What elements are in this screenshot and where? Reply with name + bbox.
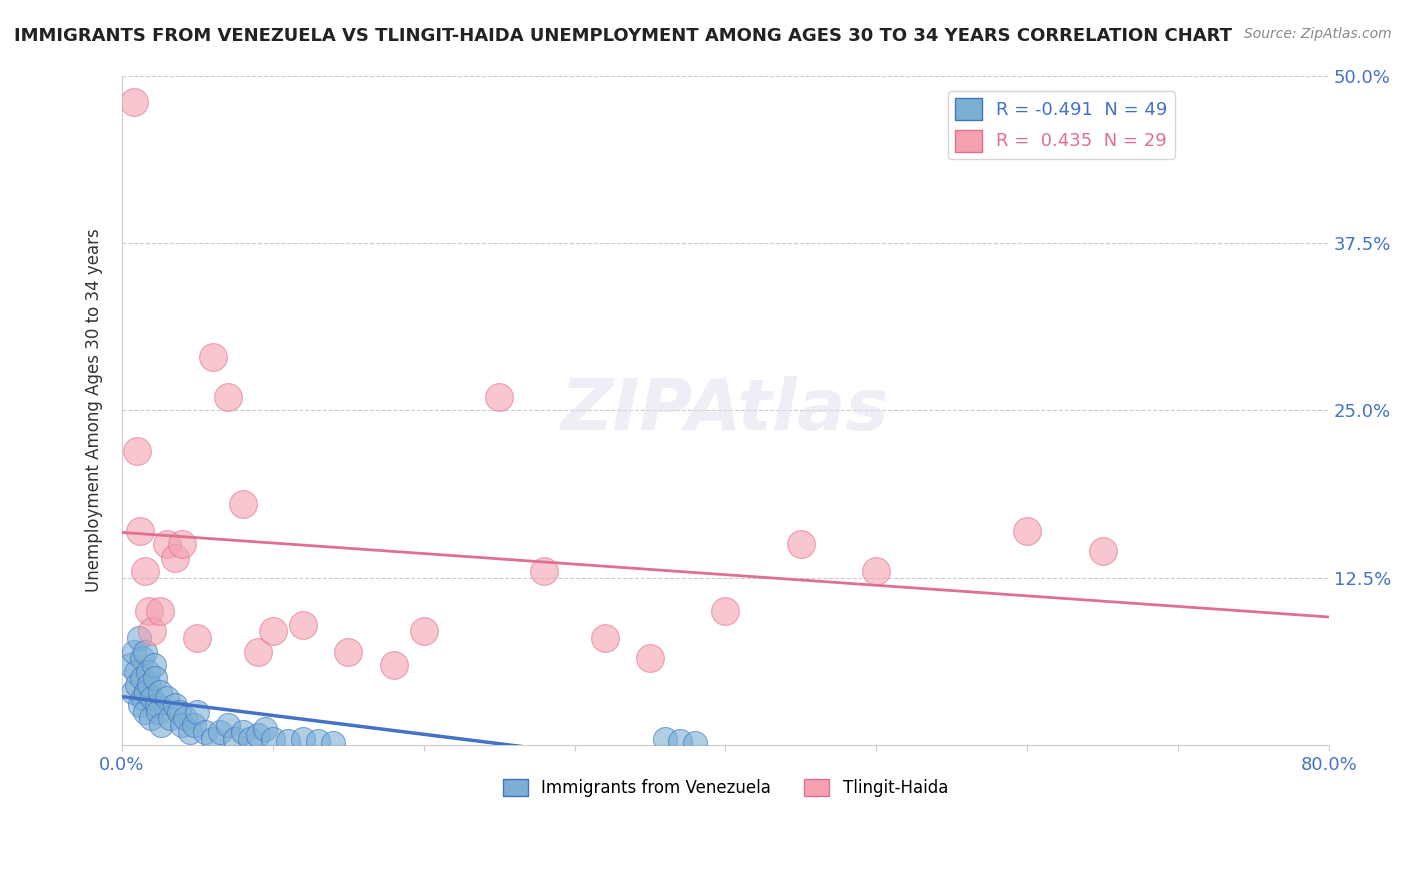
Point bbox=[127, 678, 149, 692]
Point bbox=[163, 698, 186, 712]
Point bbox=[1091, 544, 1114, 558]
Point bbox=[246, 644, 269, 658]
Point bbox=[118, 657, 141, 672]
Point bbox=[638, 651, 661, 665]
Point bbox=[262, 731, 284, 746]
Point bbox=[141, 624, 163, 639]
Point bbox=[865, 564, 887, 578]
Point bbox=[159, 711, 181, 725]
Point bbox=[149, 604, 172, 618]
Point bbox=[138, 678, 160, 692]
Point bbox=[163, 550, 186, 565]
Point bbox=[134, 705, 156, 719]
Point bbox=[129, 698, 152, 712]
Point bbox=[292, 617, 315, 632]
Point bbox=[134, 644, 156, 658]
Point bbox=[669, 734, 692, 748]
Point bbox=[217, 718, 239, 732]
Point bbox=[148, 705, 170, 719]
Point bbox=[142, 657, 165, 672]
Point bbox=[183, 718, 205, 732]
Point bbox=[186, 631, 208, 645]
Point bbox=[172, 537, 194, 551]
Point bbox=[714, 604, 737, 618]
Text: Source: ZipAtlas.com: Source: ZipAtlas.com bbox=[1244, 27, 1392, 41]
Point bbox=[179, 725, 201, 739]
Point bbox=[122, 95, 145, 110]
Point bbox=[201, 350, 224, 364]
Point bbox=[174, 711, 197, 725]
Legend: Immigrants from Venezuela, Tlingit-Haida: Immigrants from Venezuela, Tlingit-Haida bbox=[496, 772, 955, 804]
Point bbox=[224, 731, 246, 746]
Point bbox=[322, 736, 344, 750]
Point bbox=[246, 728, 269, 742]
Y-axis label: Unemployment Among Ages 30 to 34 years: Unemployment Among Ages 30 to 34 years bbox=[86, 228, 103, 592]
Point bbox=[156, 537, 179, 551]
Point bbox=[135, 684, 157, 698]
Point bbox=[593, 631, 616, 645]
Point bbox=[143, 671, 166, 685]
Point bbox=[262, 624, 284, 639]
Point bbox=[194, 725, 217, 739]
Point bbox=[145, 698, 167, 712]
Point bbox=[134, 564, 156, 578]
Point bbox=[683, 736, 706, 750]
Point bbox=[337, 644, 360, 658]
Point bbox=[172, 718, 194, 732]
Point bbox=[292, 731, 315, 746]
Point bbox=[209, 725, 232, 739]
Point bbox=[150, 718, 173, 732]
Point bbox=[382, 657, 405, 672]
Point bbox=[254, 723, 277, 737]
Point bbox=[1017, 524, 1039, 538]
Point bbox=[156, 691, 179, 706]
Point bbox=[307, 734, 329, 748]
Point bbox=[138, 604, 160, 618]
Point bbox=[149, 684, 172, 698]
Point bbox=[232, 725, 254, 739]
Point bbox=[141, 691, 163, 706]
Point bbox=[128, 631, 150, 645]
Point bbox=[121, 684, 143, 698]
Text: ZIPAtlas: ZIPAtlas bbox=[561, 376, 890, 445]
Point bbox=[131, 651, 153, 665]
Point bbox=[790, 537, 813, 551]
Point bbox=[201, 731, 224, 746]
Point bbox=[129, 524, 152, 538]
Point bbox=[412, 624, 434, 639]
Text: IMMIGRANTS FROM VENEZUELA VS TLINGIT-HAIDA UNEMPLOYMENT AMONG AGES 30 TO 34 YEAR: IMMIGRANTS FROM VENEZUELA VS TLINGIT-HAI… bbox=[14, 27, 1232, 45]
Point bbox=[127, 443, 149, 458]
Point bbox=[132, 691, 155, 706]
Point bbox=[488, 390, 510, 404]
Point bbox=[169, 705, 191, 719]
Point bbox=[654, 731, 676, 746]
Point bbox=[139, 711, 162, 725]
Point bbox=[131, 671, 153, 685]
Point bbox=[232, 497, 254, 511]
Point bbox=[277, 734, 299, 748]
Point bbox=[186, 705, 208, 719]
Point bbox=[217, 390, 239, 404]
Point bbox=[124, 665, 146, 679]
Point bbox=[533, 564, 555, 578]
Point bbox=[122, 644, 145, 658]
Point bbox=[239, 731, 262, 746]
Point bbox=[136, 665, 159, 679]
